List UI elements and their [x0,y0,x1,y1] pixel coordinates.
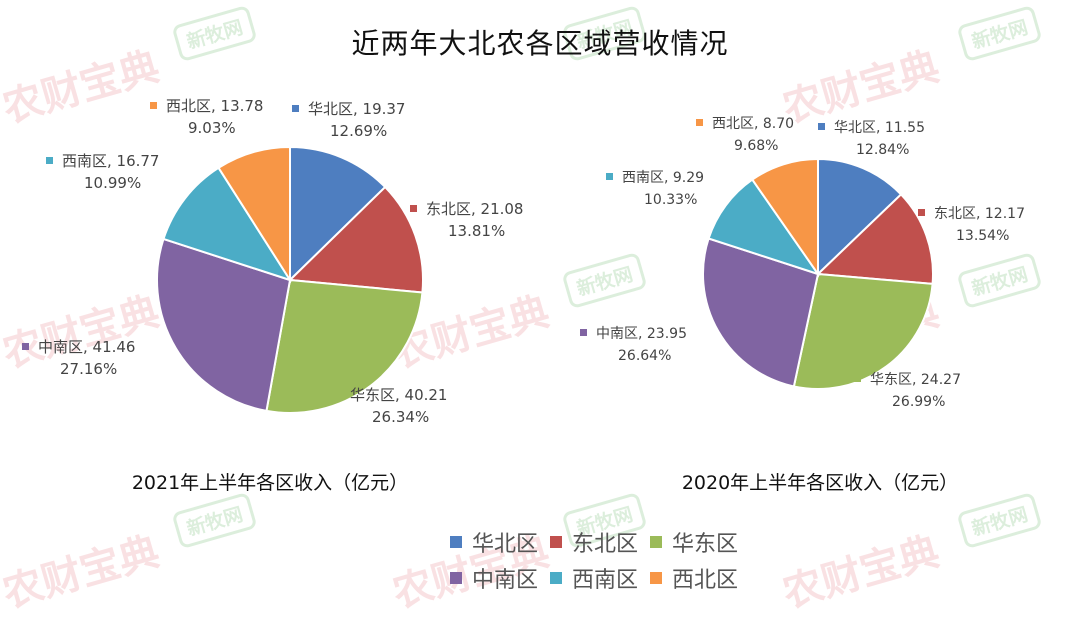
pie-slice [217,145,291,284]
legend-item: 华东区 [650,526,738,558]
data-label-value: 西北区, 13.78 [166,97,263,115]
pie-slice [162,166,293,282]
data-label-marker [334,391,341,398]
data-label-marker [292,105,299,112]
data-label-marker [606,173,613,180]
data-label-marker [410,205,417,212]
data-label-marker [22,343,29,350]
data-label-percent: 10.33% [644,192,697,208]
pie-2020-title: 2020年上半年各区收入（亿元） [681,472,959,494]
data-label-value: 华北区, 19.37 [308,100,405,118]
legend-item: 西北区 [650,562,738,594]
data-label-marker [46,157,53,164]
legend-label: 中南区 [472,568,539,593]
data-label-percent: 12.69% [330,122,387,140]
pie-2021-title: 2021年上半年各区收入（亿元） [131,472,409,494]
data-label-percent: 26.99% [892,394,945,410]
legend-swatch [450,572,462,584]
legend-swatch [550,536,562,548]
legend-item: 东北区 [550,526,638,558]
data-label-percent: 26.34% [372,408,429,426]
data-label-marker [854,375,861,382]
legend-swatch [650,536,662,548]
pie-slice [815,193,934,286]
pie-slice [702,237,820,388]
legend-label: 华北区 [472,532,539,557]
data-label-value: 华东区, 40.21 [350,386,447,404]
data-label-value: 东北区, 12.17 [934,206,1025,222]
legend-label: 华东区 [672,532,739,557]
data-label-value: 西南区, 9.29 [622,170,704,186]
legend-swatch [650,572,662,584]
data-label-value: 东北区, 21.08 [426,200,523,218]
legend-swatch [550,572,562,584]
data-label-percent: 13.54% [956,228,1009,244]
legend-label: 西南区 [572,568,639,593]
legend-item: 西南区 [550,562,638,594]
pie-slice [156,237,292,413]
pie-slice [287,185,424,294]
pie-slice [792,272,934,390]
data-label-value: 华东区, 24.27 [870,372,961,388]
data-label-percent: 12.84% [856,142,909,158]
data-label-percent: 10.99% [84,174,141,192]
data-label-marker [580,329,587,336]
data-label-percent: 27.16% [60,360,117,378]
data-label-value: 华北区, 11.55 [834,120,925,136]
pie-slice [265,278,424,414]
data-label-percent: 26.64% [618,348,671,364]
legend-label: 东北区 [572,532,639,557]
data-label-value: 西南区, 16.77 [62,152,159,170]
chart-title: 近两年大北农各区域营收情况 [351,27,729,60]
data-label-percent: 9.03% [188,119,236,137]
data-label-marker [818,123,825,130]
data-label-marker [696,119,703,126]
pie-slice [289,145,387,283]
data-label-value: 西北区, 8.70 [712,116,794,132]
data-label-percent: 13.81% [448,222,505,240]
pie-slice [817,157,903,277]
legend-item: 中南区 [450,562,538,594]
data-label-value: 中南区, 23.95 [596,326,687,342]
data-label-marker [150,102,157,109]
legend-swatch [450,536,462,548]
data-label-marker [918,209,925,216]
legend-label: 西北区 [672,568,739,593]
pie-slice [707,178,821,276]
pie-slice [750,157,819,278]
data-label-value: 中南区, 41.46 [38,338,135,356]
data-label-percent: 9.68% [734,138,778,154]
legend-item: 华北区 [450,526,538,558]
